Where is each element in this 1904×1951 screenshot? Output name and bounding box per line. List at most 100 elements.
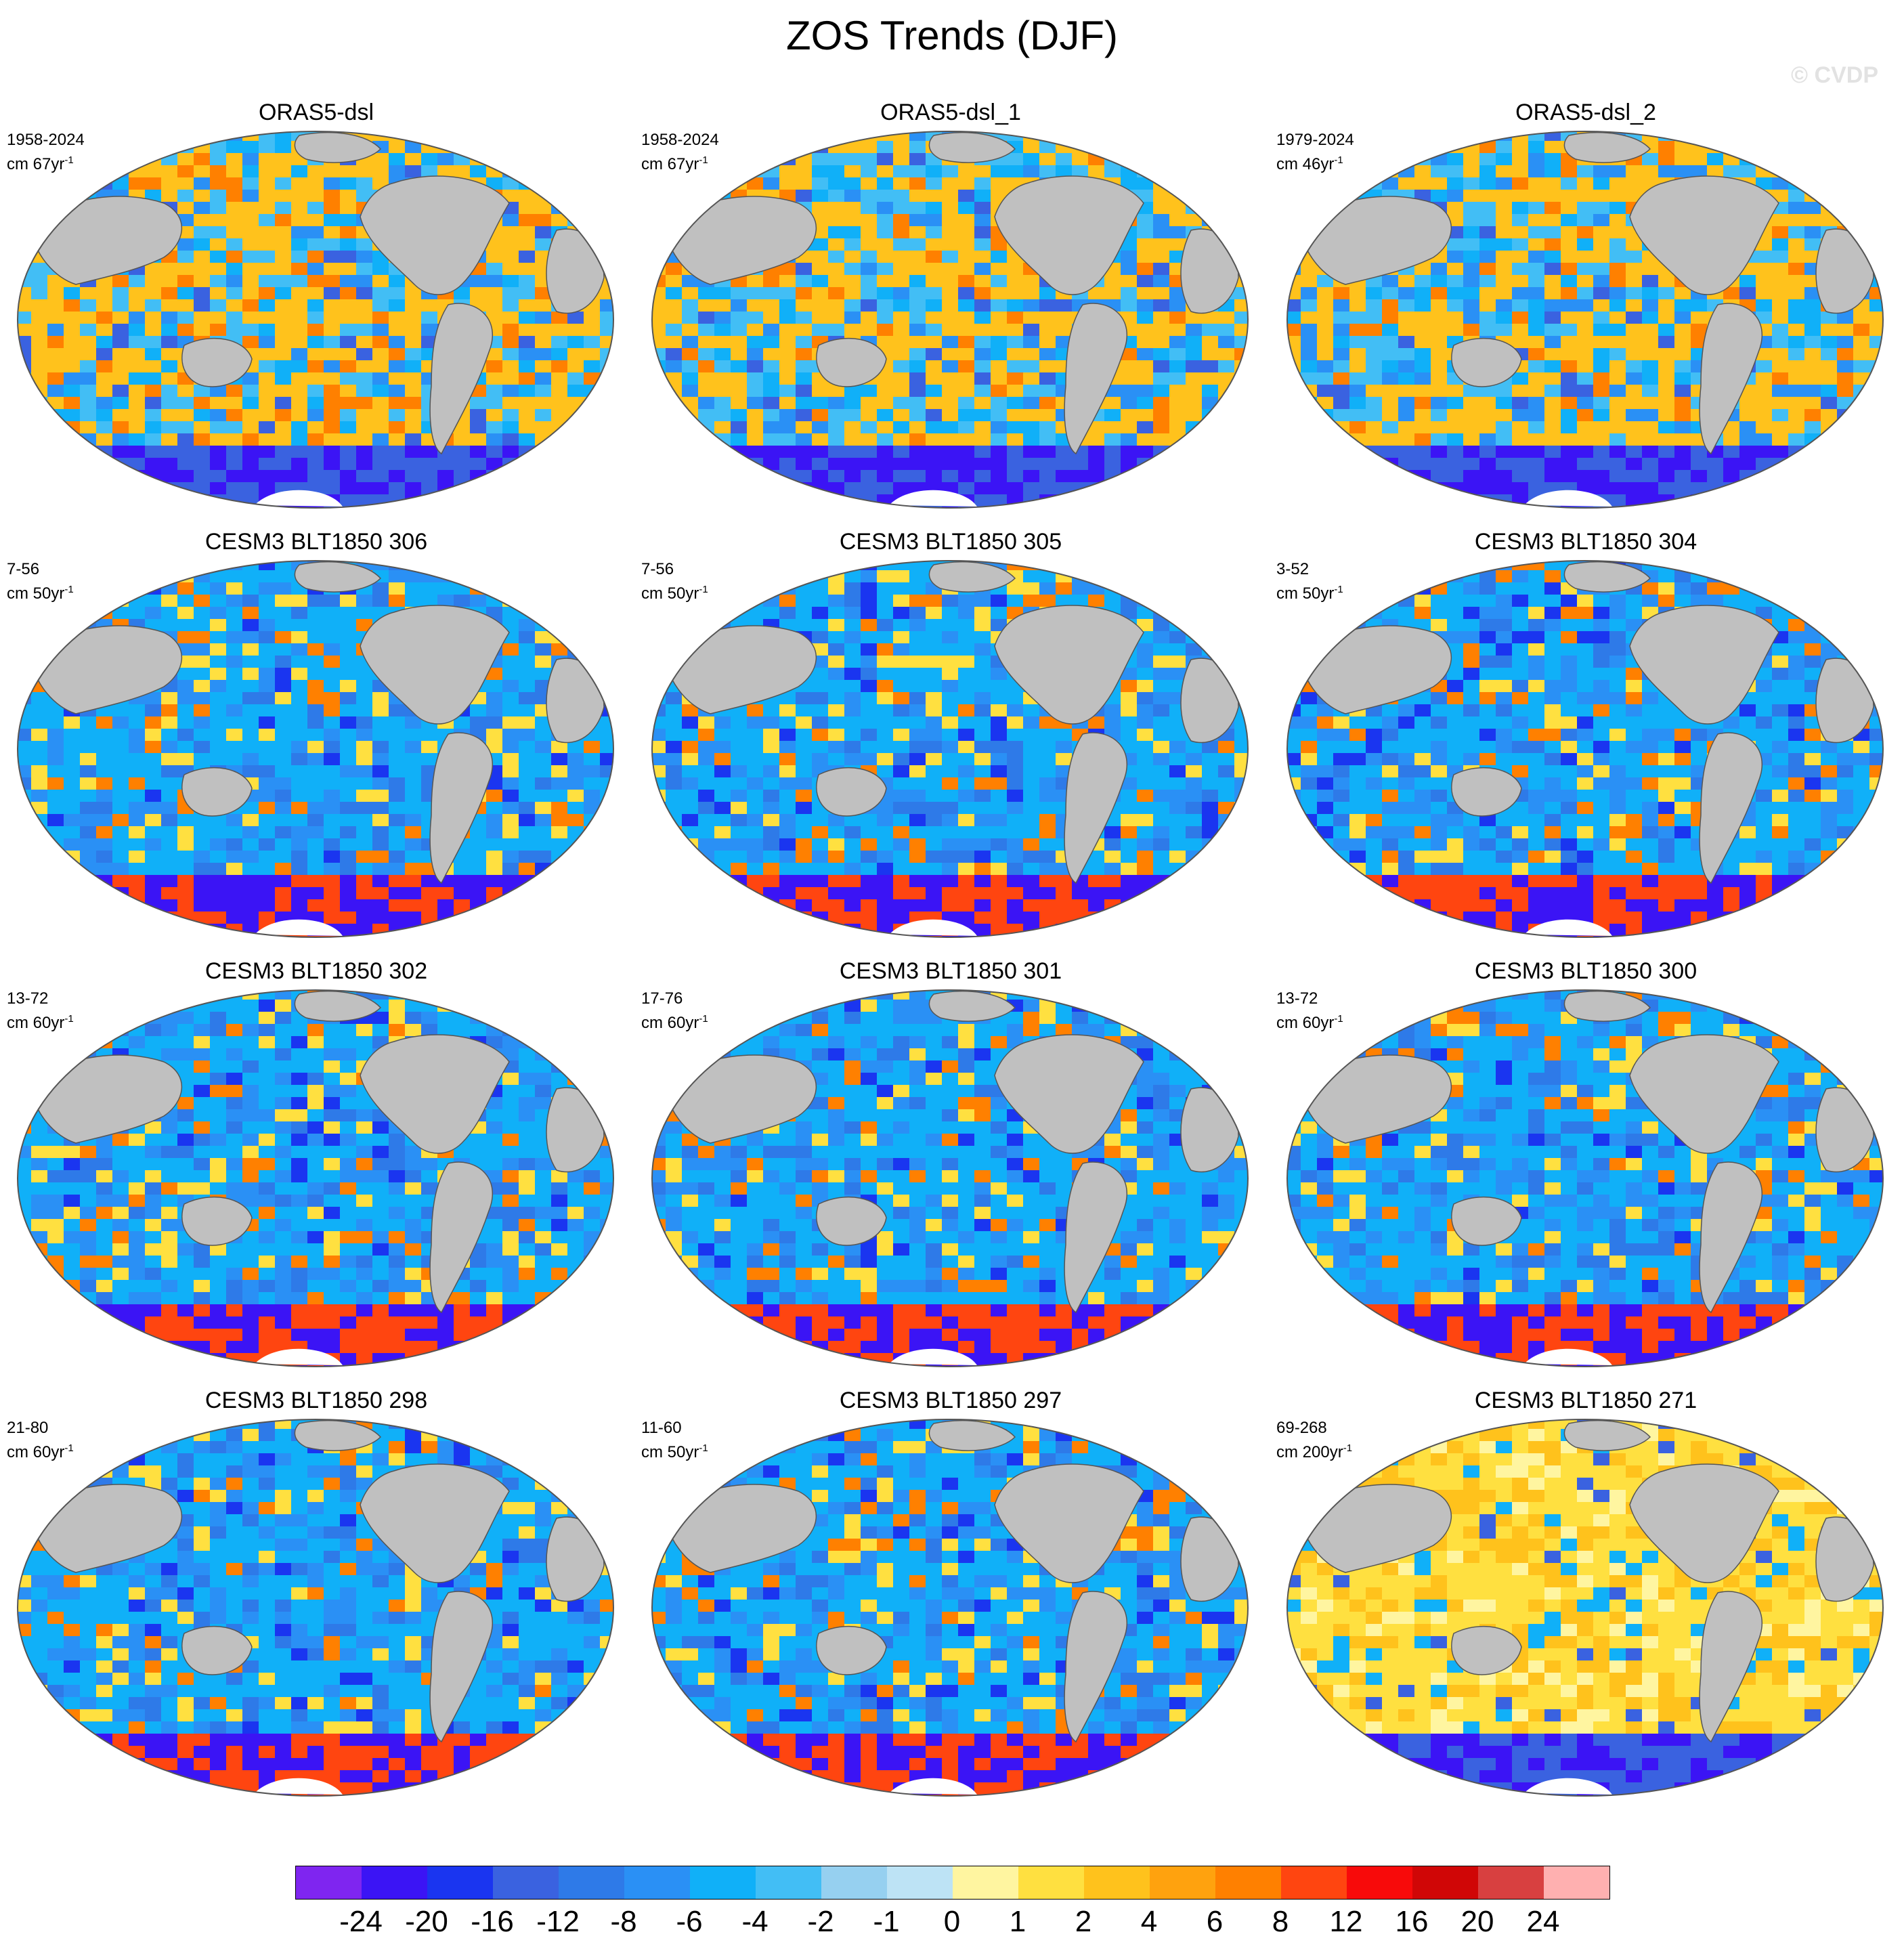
colorbar-swatch	[690, 1866, 756, 1899]
colorbar-tick-label: -6	[676, 1905, 703, 1938]
colorbar-swatch	[1018, 1866, 1084, 1899]
colorbar-swatch	[493, 1866, 559, 1899]
trend-map	[651, 1419, 1249, 1797]
map-panel: CESM3 BLT1850 301 17-76 cm 60yr-1	[640, 958, 1261, 1377]
panel-units: cm 50yr-1	[1276, 584, 1343, 603]
colorbar-tick-label: 0	[943, 1905, 961, 1938]
panel-period: 69-268	[1276, 1419, 1327, 1437]
colorbar-swatch	[756, 1866, 821, 1899]
colorbar-swatch	[1544, 1866, 1609, 1899]
panel-period: 7-56	[641, 560, 674, 578]
trend-map	[651, 560, 1249, 938]
panel-units: cm 60yr-1	[641, 1013, 708, 1032]
colorbar-tick-label: -4	[741, 1905, 769, 1938]
colorbar-tick-label: 12	[1329, 1905, 1363, 1938]
panel-units: cm 67yr-1	[7, 154, 74, 173]
colorbar-swatch	[427, 1866, 493, 1899]
trend-map	[1286, 131, 1884, 509]
map-panel: ORAS5-dsl_1 1958-2024 cm 67yr-1	[640, 99, 1261, 519]
colorbar-tick-label: -16	[471, 1905, 514, 1938]
trend-map	[1286, 560, 1884, 938]
panel-title: CESM3 BLT1850 298	[204, 1388, 428, 1413]
colorbar-swatch	[296, 1866, 362, 1899]
colorbar-swatches	[295, 1866, 1610, 1900]
panel-period: 21-80	[7, 1419, 49, 1437]
colorbar-labels: -24 -20 -16 -12 -8 -6 -4 -2 -1 0 1 2 4 6 8 12 16 20 24	[295, 1900, 1610, 1940]
colorbar-swatch	[1084, 1866, 1150, 1899]
trend-map	[1286, 989, 1884, 1367]
colorbar-tick-label: 8	[1272, 1905, 1289, 1938]
panel-title: CESM3 BLT1850 297	[839, 1388, 1062, 1413]
panel-units: cm 50yr-1	[641, 1442, 708, 1461]
colorbar-tick-label: -24	[339, 1905, 383, 1938]
panel-period: 1958-2024	[641, 131, 719, 149]
map-panel: CESM3 BLT1850 305 7-56 cm 50yr-1	[640, 528, 1261, 948]
colorbar-tick-label: -8	[610, 1905, 637, 1938]
map-panel: ORAS5-dsl_2 1979-2024 cm 46yr-1	[1275, 99, 1897, 519]
map-panel: CESM3 BLT1850 304 3-52 cm 50yr-1	[1275, 528, 1897, 948]
colorbar-tick-label: 24	[1526, 1905, 1560, 1938]
colorbar-swatch	[1412, 1866, 1478, 1899]
colorbar-swatch	[1478, 1866, 1544, 1899]
panel-period: 1979-2024	[1276, 131, 1354, 149]
panel-period: 13-72	[7, 989, 49, 1008]
panel-title: CESM3 BLT1850 301	[839, 958, 1062, 984]
watermark: © CVDP	[1791, 62, 1878, 88]
map-panel: CESM3 BLT1850 271 69-268 cm 200yr-1	[1275, 1387, 1897, 1807]
panel-title: CESM3 BLT1850 271	[1474, 1388, 1697, 1413]
colorbar-swatch	[624, 1866, 690, 1899]
colorbar-tick-label: -2	[807, 1905, 834, 1938]
colorbar-tick-label: 16	[1395, 1905, 1429, 1938]
colorbar-swatch	[1347, 1866, 1412, 1899]
map-panel: ORAS5-dsl 1958-2024 cm 67yr-1	[5, 99, 627, 519]
colorbar-tick-label: 20	[1461, 1905, 1494, 1938]
colorbar-swatch	[1150, 1866, 1215, 1899]
panel-units: cm 46yr-1	[1276, 154, 1343, 173]
colorbar-swatch	[559, 1866, 624, 1899]
map-panel: CESM3 BLT1850 300 13-72 cm 60yr-1	[1275, 958, 1897, 1377]
panel-title: ORAS5-dsl	[258, 100, 374, 125]
colorbar-tick-label: 1	[1009, 1905, 1026, 1938]
colorbar-swatch	[953, 1866, 1018, 1899]
panel-period: 17-76	[641, 989, 683, 1008]
panel-title: CESM3 BLT1850 305	[839, 529, 1062, 555]
panel-units: cm 67yr-1	[641, 154, 708, 173]
panel-title: ORAS5-dsl_1	[880, 100, 1021, 125]
colorbar-tick-label: -12	[536, 1905, 580, 1938]
trend-map	[17, 1419, 614, 1797]
colorbar-tick-label: 2	[1075, 1905, 1092, 1938]
map-panel: CESM3 BLT1850 298 21-80 cm 60yr-1	[5, 1387, 627, 1807]
panel-title: CESM3 BLT1850 300	[1474, 958, 1697, 984]
colorbar-tick-label: -20	[405, 1905, 448, 1938]
panel-period: 3-52	[1276, 560, 1310, 578]
map-panel: CESM3 BLT1850 302 13-72 cm 60yr-1	[5, 958, 627, 1377]
trend-map	[651, 131, 1249, 509]
panel-units: cm 60yr-1	[1276, 1013, 1343, 1032]
panel-units: cm 60yr-1	[7, 1442, 74, 1461]
map-panel: CESM3 BLT1850 297 11-60 cm 50yr-1	[640, 1387, 1261, 1807]
panel-title: CESM3 BLT1850 302	[204, 958, 428, 984]
panel-period: 1958-2024	[7, 131, 85, 149]
panel-period: 11-60	[641, 1419, 682, 1437]
trend-map	[17, 989, 614, 1367]
colorbar-swatch	[821, 1866, 887, 1899]
panel-units: cm 60yr-1	[7, 1013, 74, 1032]
colorbar-tick-label: 4	[1140, 1905, 1158, 1938]
panel-units: cm 50yr-1	[641, 584, 708, 603]
panel-title: CESM3 BLT1850 304	[1474, 529, 1697, 555]
panel-units: cm 200yr-1	[1276, 1442, 1353, 1461]
colorbar-tick-label: -1	[873, 1905, 900, 1938]
trend-map	[17, 131, 614, 509]
figure-title: ZOS Trends (DJF)	[785, 13, 1119, 58]
panel-period: 13-72	[1276, 989, 1318, 1008]
map-panel: CESM3 BLT1850 306 7-56 cm 50yr-1	[5, 528, 627, 948]
colorbar-swatch	[887, 1866, 953, 1899]
panel-period: 7-56	[7, 560, 40, 578]
colorbar-swatch	[362, 1866, 427, 1899]
panel-title: ORAS5-dsl_2	[1515, 100, 1656, 125]
colorbar: -24 -20 -16 -12 -8 -6 -4 -2 -1 0 1 2 4 6 8 12 16 20 24	[295, 1866, 1610, 1940]
panel-units: cm 50yr-1	[7, 584, 74, 603]
trend-map	[17, 560, 614, 938]
trend-map	[1286, 1419, 1884, 1797]
colorbar-swatch	[1281, 1866, 1347, 1899]
